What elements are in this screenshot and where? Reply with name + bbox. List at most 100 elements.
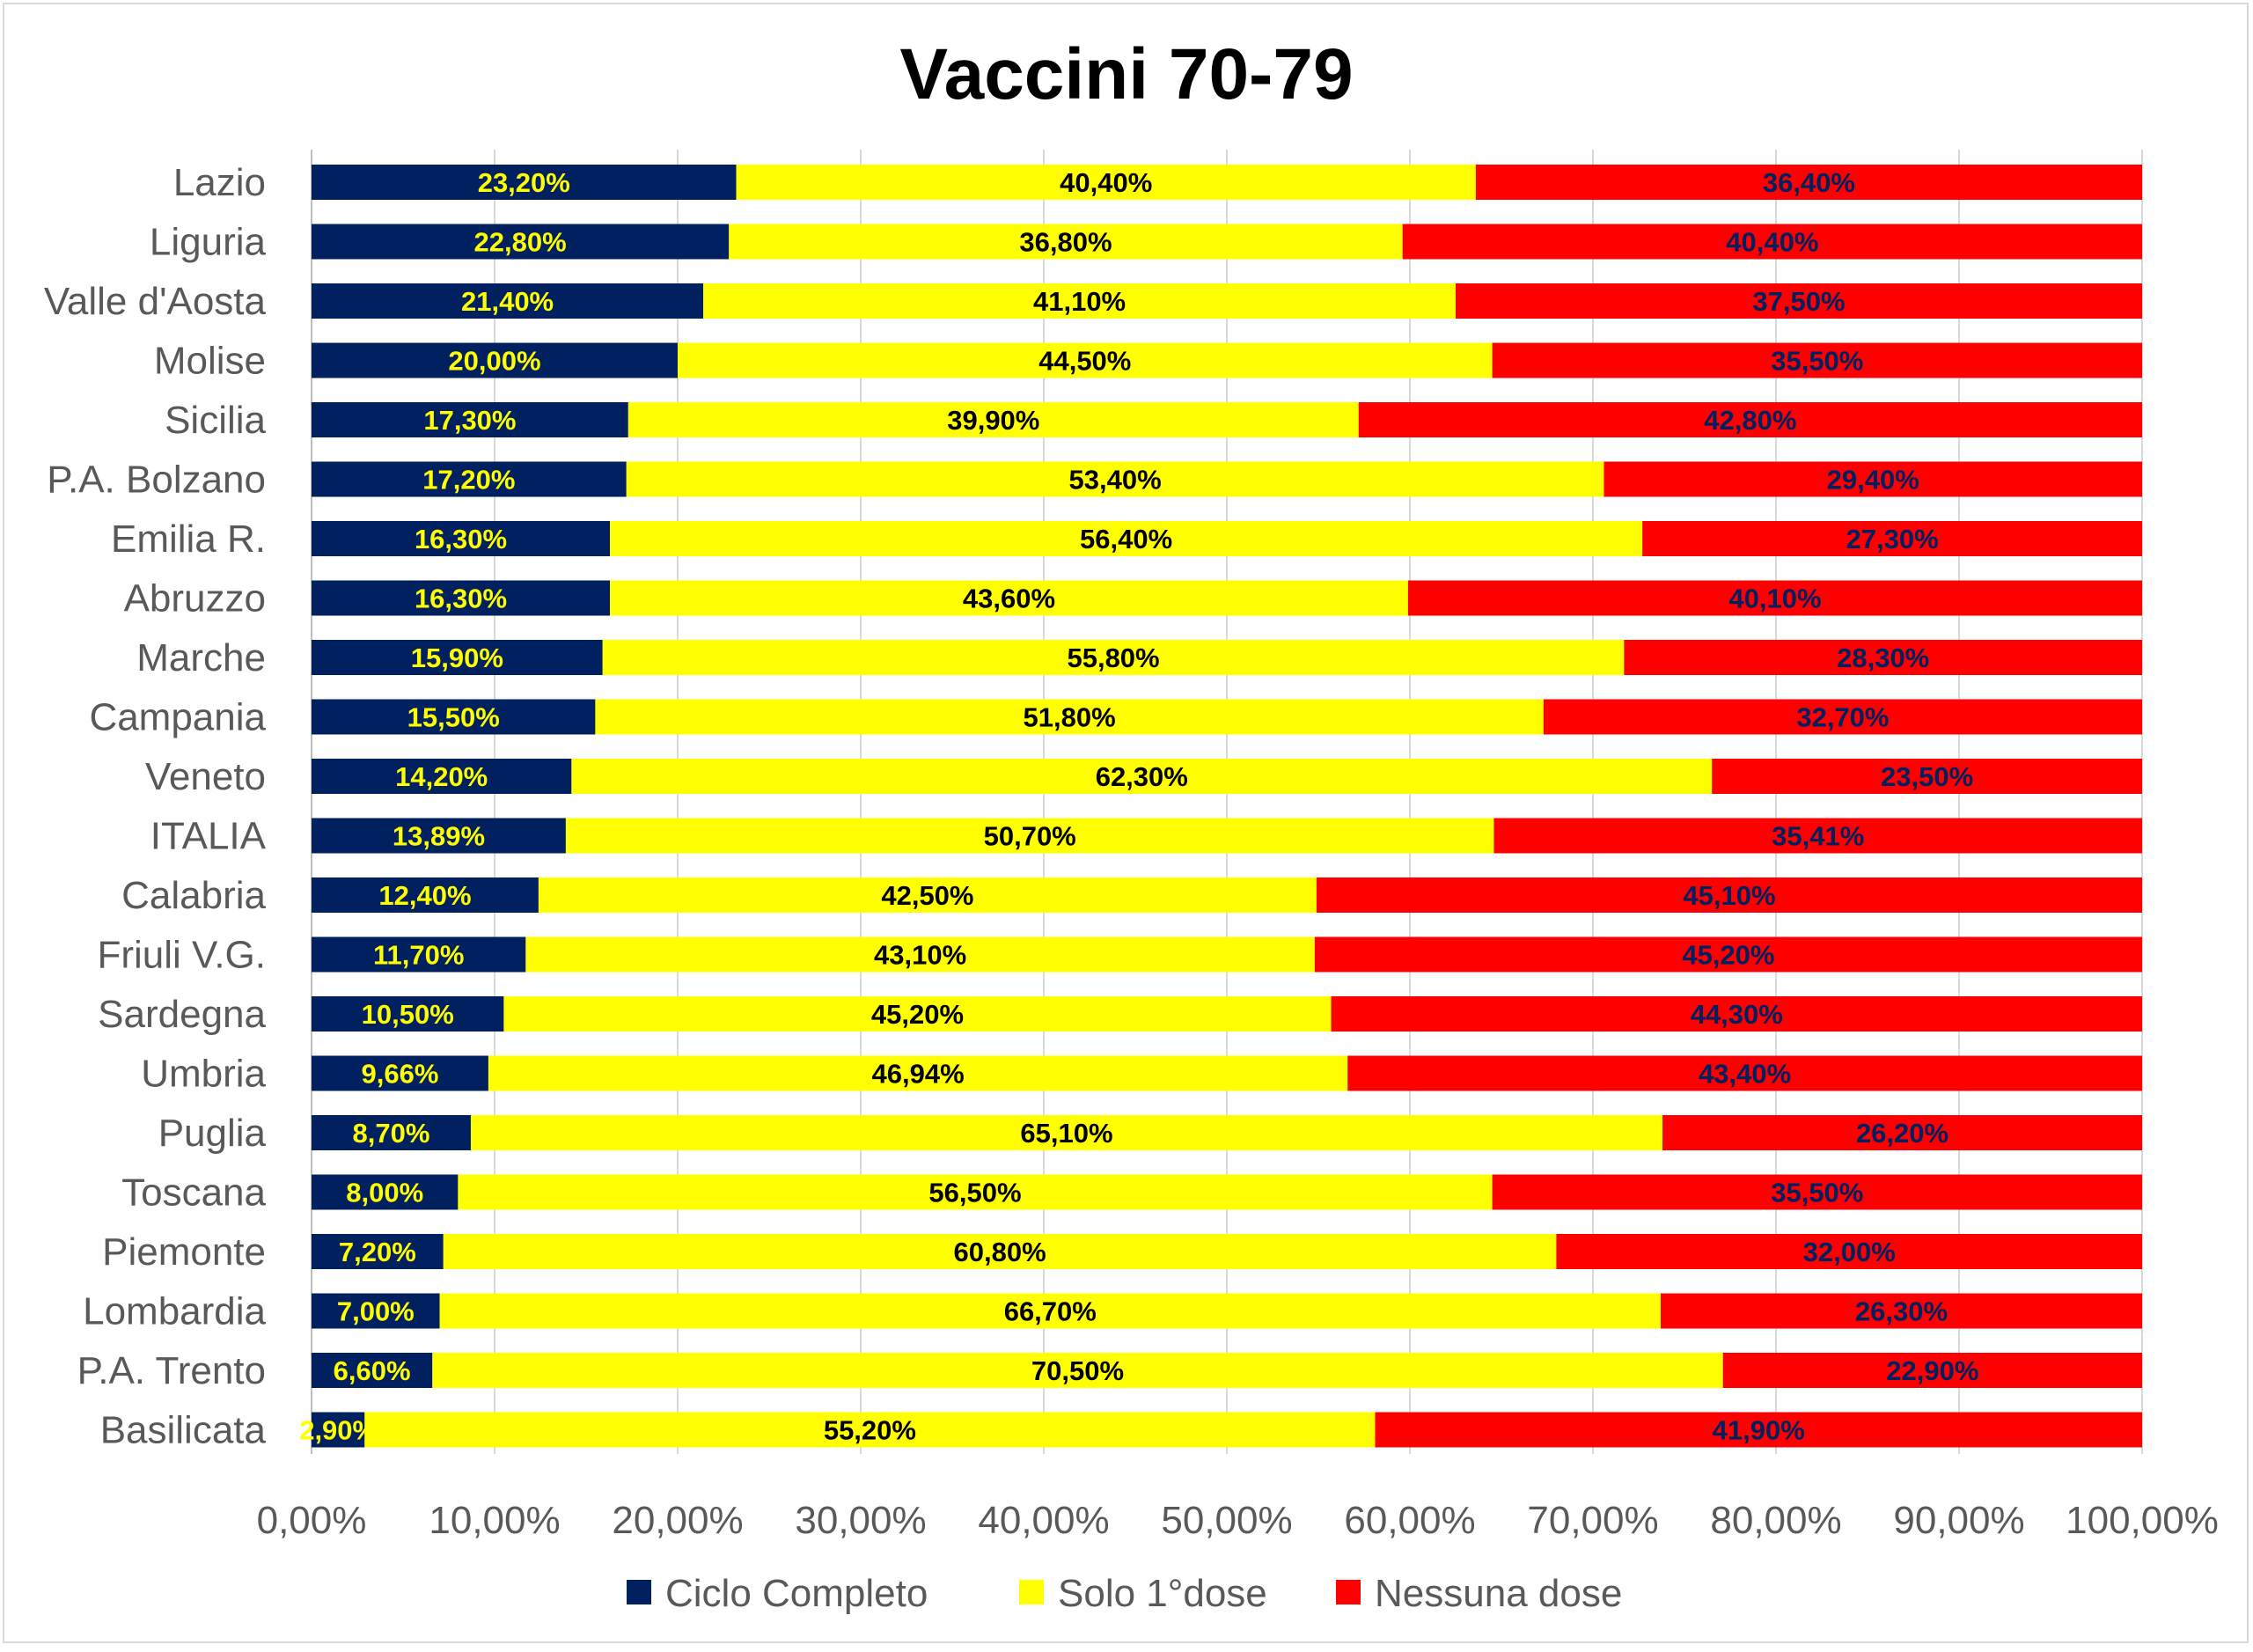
data-label-solo-1-dose: 56,50%: [928, 1178, 1021, 1208]
bar-nessuna-dose: [1331, 996, 2142, 1032]
bar-nessuna-dose: [1347, 1055, 2142, 1091]
legend-label: Nessuna dose: [1375, 1572, 1622, 1615]
category-label: Calabria: [121, 874, 266, 917]
bar-solo-1-dose: [610, 521, 1643, 556]
data-label-ciclo-completo: 9,66%: [362, 1059, 439, 1090]
data-label-ciclo-completo: 7,00%: [337, 1296, 415, 1327]
bar-nessuna-dose: [1358, 402, 2142, 437]
data-label-ciclo-completo: 11,70%: [373, 940, 464, 971]
data-label-ciclo-completo: 17,30%: [423, 405, 516, 436]
bar-nessuna-dose: [1662, 1115, 2142, 1150]
bar-solo-1-dose: [602, 640, 1625, 675]
legend-label: Ciclo Completo: [665, 1572, 928, 1615]
bar-nessuna-dose: [1543, 699, 2142, 735]
legend: Ciclo Completo Solo 1°dose Nessuna dose: [627, 1572, 1622, 1615]
data-label-solo-1-dose: 62,30%: [1096, 761, 1188, 792]
bar-solo-1-dose: [627, 402, 1359, 437]
bar-nessuna-dose: [1624, 640, 2142, 675]
data-label-solo-1-dose: 55,20%: [824, 1415, 916, 1446]
bar-solo-1-dose: [595, 699, 1544, 735]
data-label-ciclo-completo: 2,90%: [299, 1415, 377, 1446]
bar-solo-1-dose: [736, 165, 1476, 200]
data-label-ciclo-completo: 8,00%: [346, 1178, 423, 1208]
category-label: Lazio: [173, 161, 266, 204]
bar-ciclo-completo: [312, 996, 504, 1032]
legend-item-nessuna-dose: Nessuna dose: [1336, 1572, 1622, 1615]
data-label-solo-1-dose: 60,80%: [954, 1237, 1046, 1267]
data-label-solo-1-dose: 55,80%: [1067, 642, 1159, 673]
bar-ciclo-completo: [312, 1055, 488, 1091]
data-label-nessuna-dose: 32,00%: [1803, 1237, 1896, 1267]
data-label-nessuna-dose: 32,70%: [1796, 702, 1889, 733]
data-label-solo-1-dose: 43,60%: [963, 584, 1055, 614]
bar-solo-1-dose: [488, 1055, 1348, 1091]
category-label: Puglia: [158, 1112, 267, 1155]
bar-nessuna-dose: [1375, 1412, 2142, 1448]
bar-nessuna-dose: [1722, 1353, 2142, 1388]
data-label-nessuna-dose: 22,90%: [1886, 1355, 1978, 1386]
bar-nessuna-dose: [1316, 877, 2142, 913]
x-tick-label: 80,00%: [1710, 1499, 1841, 1542]
legend-label: Solo 1°dose: [1058, 1572, 1267, 1615]
legend-swatch: [627, 1580, 651, 1604]
bar-solo-1-dose: [458, 1174, 1493, 1210]
data-label-solo-1-dose: 51,80%: [1024, 702, 1116, 733]
x-tick-label: 0,00%: [257, 1499, 367, 1542]
legend-item-solo-1-dose: Solo 1°dose: [1019, 1572, 1267, 1615]
bar-solo-1-dose: [626, 461, 1604, 497]
legend-swatch: [1019, 1580, 1044, 1604]
category-label: Piemonte: [102, 1230, 266, 1274]
data-label-solo-1-dose: 44,50%: [1038, 346, 1131, 377]
category-label: Friuli V.G.: [97, 934, 266, 977]
bar-ciclo-completo: [312, 936, 526, 973]
category-axis: Lazio Liguria Valle d'Aosta Molise Sicilia P.…: [44, 161, 267, 1452]
category-label: Valle d'Aosta: [44, 280, 267, 323]
data-label-nessuna-dose: 23,50%: [1881, 761, 1973, 792]
data-label-solo-1-dose: 41,10%: [1033, 286, 1126, 317]
data-label-solo-1-dose: 66,70%: [1004, 1296, 1097, 1327]
bar-ciclo-completo: [312, 699, 596, 735]
bar-nessuna-dose: [1493, 818, 2142, 854]
chart-frame: [3, 3, 2249, 1643]
data-label-ciclo-completo: 15,90%: [411, 642, 503, 673]
chart-title: Vaccini 70-79: [899, 34, 1353, 114]
data-label-nessuna-dose: 26,20%: [1856, 1118, 1948, 1149]
bar-nessuna-dose: [1660, 1293, 2142, 1329]
bar-nessuna-dose: [1492, 1174, 2142, 1210]
bar-ciclo-completo: [312, 165, 737, 200]
data-label-ciclo-completo: 17,20%: [422, 465, 515, 496]
bar-solo-1-dose: [443, 1234, 1557, 1269]
data-label-ciclo-completo: 16,30%: [415, 524, 507, 554]
category-label: Basilicata: [100, 1409, 267, 1452]
bar-solo-1-dose: [439, 1293, 1661, 1329]
data-label-nessuna-dose: 45,10%: [1683, 880, 1775, 911]
data-label-solo-1-dose: 70,50%: [1031, 1355, 1124, 1386]
data-label-solo-1-dose: 56,40%: [1080, 524, 1172, 554]
data-label-solo-1-dose: 42,50%: [881, 880, 973, 911]
bar-nessuna-dose: [1407, 580, 2142, 616]
data-label-nessuna-dose: 40,10%: [1728, 584, 1821, 614]
data-label-ciclo-completo: 21,40%: [461, 286, 554, 317]
bar-ciclo-completo: [312, 224, 730, 260]
category-label: Sicilia: [165, 399, 266, 442]
bars: [312, 165, 2142, 1448]
data-label-solo-1-dose: 45,20%: [871, 999, 964, 1030]
data-label-solo-1-dose: 46,94%: [872, 1059, 965, 1090]
category-label: Veneto: [145, 755, 266, 798]
category-label: Molise: [154, 340, 266, 383]
bar-solo-1-dose: [503, 996, 1332, 1032]
data-label-nessuna-dose: 35,41%: [1772, 821, 1864, 852]
bar-nessuna-dose: [1456, 283, 2142, 319]
data-label-ciclo-completo: 7,20%: [339, 1237, 416, 1267]
bar-ciclo-completo: [312, 521, 611, 556]
data-label-nessuna-dose: 36,40%: [1763, 167, 1855, 198]
bar-solo-1-dose: [571, 759, 1713, 794]
legend-item-ciclo-completo: Ciclo Completo: [627, 1572, 928, 1615]
bar-nessuna-dose: [1604, 461, 2142, 497]
data-label-solo-1-dose: 50,70%: [984, 821, 1076, 852]
bar-nessuna-dose: [1712, 759, 2142, 794]
bar-solo-1-dose: [729, 224, 1403, 260]
bar-ciclo-completo: [312, 1293, 440, 1329]
